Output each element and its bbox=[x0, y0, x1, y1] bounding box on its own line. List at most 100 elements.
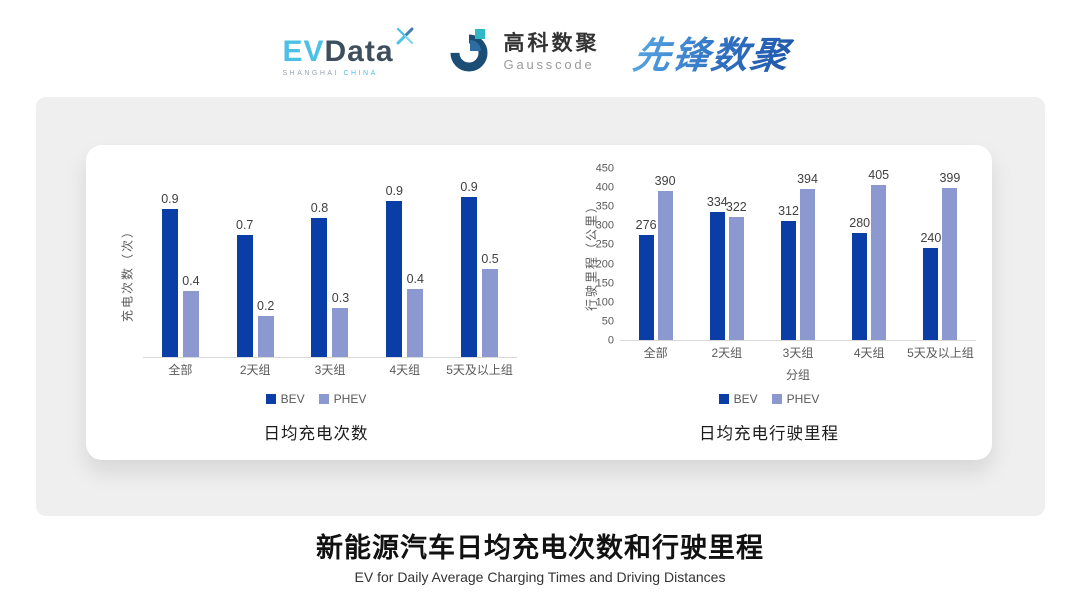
legend-swatch bbox=[718, 394, 729, 404]
legend-swatch bbox=[318, 394, 329, 404]
bar-rect bbox=[638, 234, 654, 340]
chart-daily-charging-times: 充电次数（次） 0.9 0.4 0.7 0.2 0.8 0.3 0.9 0.4 0.9 0.5 全… bbox=[86, 145, 546, 460]
chart-daily-driving-distance: 行驶里程（公里） 0 50 100 150 200 250 300 350 400 450 276… bbox=[546, 145, 992, 460]
bar-value-label: 0.4 bbox=[182, 273, 200, 288]
y-tick-label: 150 bbox=[595, 277, 614, 290]
bar-group: 280 405 bbox=[834, 168, 905, 340]
bev-bar: 0.9 bbox=[161, 192, 179, 357]
bar-value-label: 399 bbox=[939, 170, 961, 185]
bar-rect bbox=[942, 187, 958, 340]
bar-value-label: 276 bbox=[635, 217, 657, 232]
bev-bar: 0.8 bbox=[311, 201, 328, 357]
y-tick-label: 300 bbox=[595, 219, 614, 232]
y-axis-label-wrap: 充电次数（次） bbox=[116, 188, 138, 358]
legend-swatch bbox=[771, 394, 782, 404]
charts-panel: 充电次数（次） 0.9 0.4 0.7 0.2 0.8 0.3 0.9 0.4 0.9 0.5 全… bbox=[86, 145, 992, 460]
y-tick-label: 250 bbox=[595, 238, 614, 251]
footer: 新能源汽车日均充电次数和行驶里程 EV for Daily Average Ch… bbox=[0, 531, 1080, 585]
plot-area: 0.9 0.4 0.7 0.2 0.8 0.3 0.9 0.4 0.9 0.5 bbox=[143, 180, 517, 358]
bar-value-label: 0.8 bbox=[310, 200, 329, 215]
bar-value-label: 0.9 bbox=[385, 183, 403, 198]
phev-bar: 0.4 bbox=[182, 274, 200, 357]
content-card: 充电次数（次） 0.9 0.4 0.7 0.2 0.8 0.3 0.9 0.4 0.9 0.5 全… bbox=[36, 97, 1045, 516]
bar-value-label: 322 bbox=[725, 199, 747, 214]
gausscode-cn-text: 高科数聚 bbox=[503, 32, 600, 56]
gausscode-wordmark: 高科数聚 Gausscode bbox=[504, 32, 600, 71]
phev-bar: 394 bbox=[797, 172, 818, 340]
bar-rect bbox=[407, 289, 424, 357]
legend: BEV PHEV bbox=[546, 392, 992, 406]
bar-value-label: 240 bbox=[920, 231, 942, 246]
category-label: 2天组 bbox=[711, 346, 743, 360]
bev-bar: 240 bbox=[920, 231, 941, 340]
category-label: 3天组 bbox=[782, 346, 814, 360]
phev-bar: 390 bbox=[655, 174, 676, 340]
bev-bar: 0.9 bbox=[386, 184, 403, 357]
bar-value-label: 0.3 bbox=[331, 290, 350, 305]
bar-value-label: 312 bbox=[778, 203, 799, 218]
phev-bar: 399 bbox=[939, 171, 960, 340]
evdata-subtitle: SHANGHAI CHINA bbox=[282, 70, 413, 77]
bar-group: 334 322 bbox=[691, 195, 762, 340]
bev-bar: 0.9 bbox=[460, 180, 478, 357]
pioneer-logo: 先锋数聚 bbox=[630, 25, 802, 79]
bar-group: 0.9 0.4 bbox=[143, 192, 218, 357]
phev-bar: 0.4 bbox=[407, 272, 424, 357]
bev-bar: 280 bbox=[849, 216, 870, 340]
category-label: 5天及以上组 bbox=[446, 363, 513, 377]
legend-item-bev: BEV bbox=[718, 392, 758, 406]
category-label: 3天组 bbox=[314, 363, 346, 377]
bar-value-label: 280 bbox=[849, 215, 871, 230]
phev-bar: 0.3 bbox=[332, 291, 349, 357]
bar-value-label: 334 bbox=[706, 195, 728, 210]
bar-rect bbox=[923, 248, 939, 340]
bar-value-label: 0.9 bbox=[161, 192, 179, 207]
header-logos: EV Data SHANGHAI CHINA bbox=[0, 20, 1080, 84]
y-tick-label: 50 bbox=[601, 315, 614, 328]
bar-rect bbox=[461, 197, 478, 357]
y-tick-label: 0 bbox=[607, 334, 614, 347]
y-tick-label: 400 bbox=[595, 181, 614, 194]
bar-value-label: 394 bbox=[797, 172, 818, 187]
y-axis-ticks: 0 50 100 150 200 250 300 350 400 450 bbox=[586, 163, 616, 346]
evdata-wordmark: EV Data bbox=[282, 27, 414, 68]
y-tick-label: 450 bbox=[595, 162, 614, 175]
x-axis-label: 分组 bbox=[785, 368, 810, 382]
bev-bar: 334 bbox=[707, 195, 728, 340]
main-subtitle: EV for Daily Average Charging Times and … bbox=[354, 569, 726, 585]
chart-title: 日均充电行驶里程 bbox=[699, 425, 839, 443]
chart-title: 日均充电次数 bbox=[263, 425, 369, 443]
legend: BEV PHEV bbox=[86, 392, 546, 406]
bev-bar: 312 bbox=[778, 204, 799, 340]
bar-rect bbox=[852, 232, 868, 340]
category-label: 全部 bbox=[643, 346, 668, 360]
legend-item-bev: BEV bbox=[265, 392, 305, 406]
bar-rect bbox=[182, 290, 199, 357]
bar-group: 0.7 0.2 bbox=[218, 218, 293, 357]
bar-value-label: 0.5 bbox=[481, 251, 499, 266]
bar-value-label: 0.4 bbox=[406, 272, 424, 286]
evdata-ev-text: EV bbox=[282, 35, 325, 68]
bar-rect bbox=[161, 209, 178, 357]
evdata-sub-china: CHINA bbox=[343, 70, 378, 77]
bar-group: 0.9 0.5 bbox=[442, 180, 517, 357]
bar-value-label: 0.2 bbox=[256, 299, 275, 314]
bar-rect bbox=[657, 190, 673, 340]
legend-swatch bbox=[265, 394, 276, 404]
x-axis-categories: 全部 2天组 3天组 4天组 5天及以上组 bbox=[143, 361, 517, 378]
phev-bar: 322 bbox=[726, 200, 747, 340]
bar-rect bbox=[709, 212, 725, 340]
legend-label: BEV bbox=[733, 392, 758, 406]
legend-item-phev: PHEV bbox=[318, 392, 366, 406]
legend-label: BEV bbox=[280, 392, 305, 406]
gausscode-en-text: Gausscode bbox=[503, 56, 595, 72]
bar-value-label: 0.9 bbox=[460, 180, 478, 195]
bar-rect bbox=[781, 220, 796, 340]
bar-group: 240 399 bbox=[905, 171, 976, 340]
category-label: 4天组 bbox=[389, 363, 421, 377]
main-title: 新能源汽车日均充电次数和行驶里程 bbox=[316, 533, 764, 563]
y-axis-label: 充电次数（次） bbox=[120, 223, 135, 323]
evdata-logo: EV Data SHANGHAI CHINA bbox=[282, 27, 414, 77]
y-tick-label: 350 bbox=[595, 200, 614, 213]
